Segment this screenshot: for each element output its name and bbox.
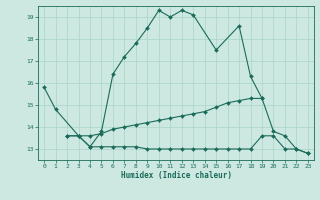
X-axis label: Humidex (Indice chaleur): Humidex (Indice chaleur)	[121, 171, 231, 180]
